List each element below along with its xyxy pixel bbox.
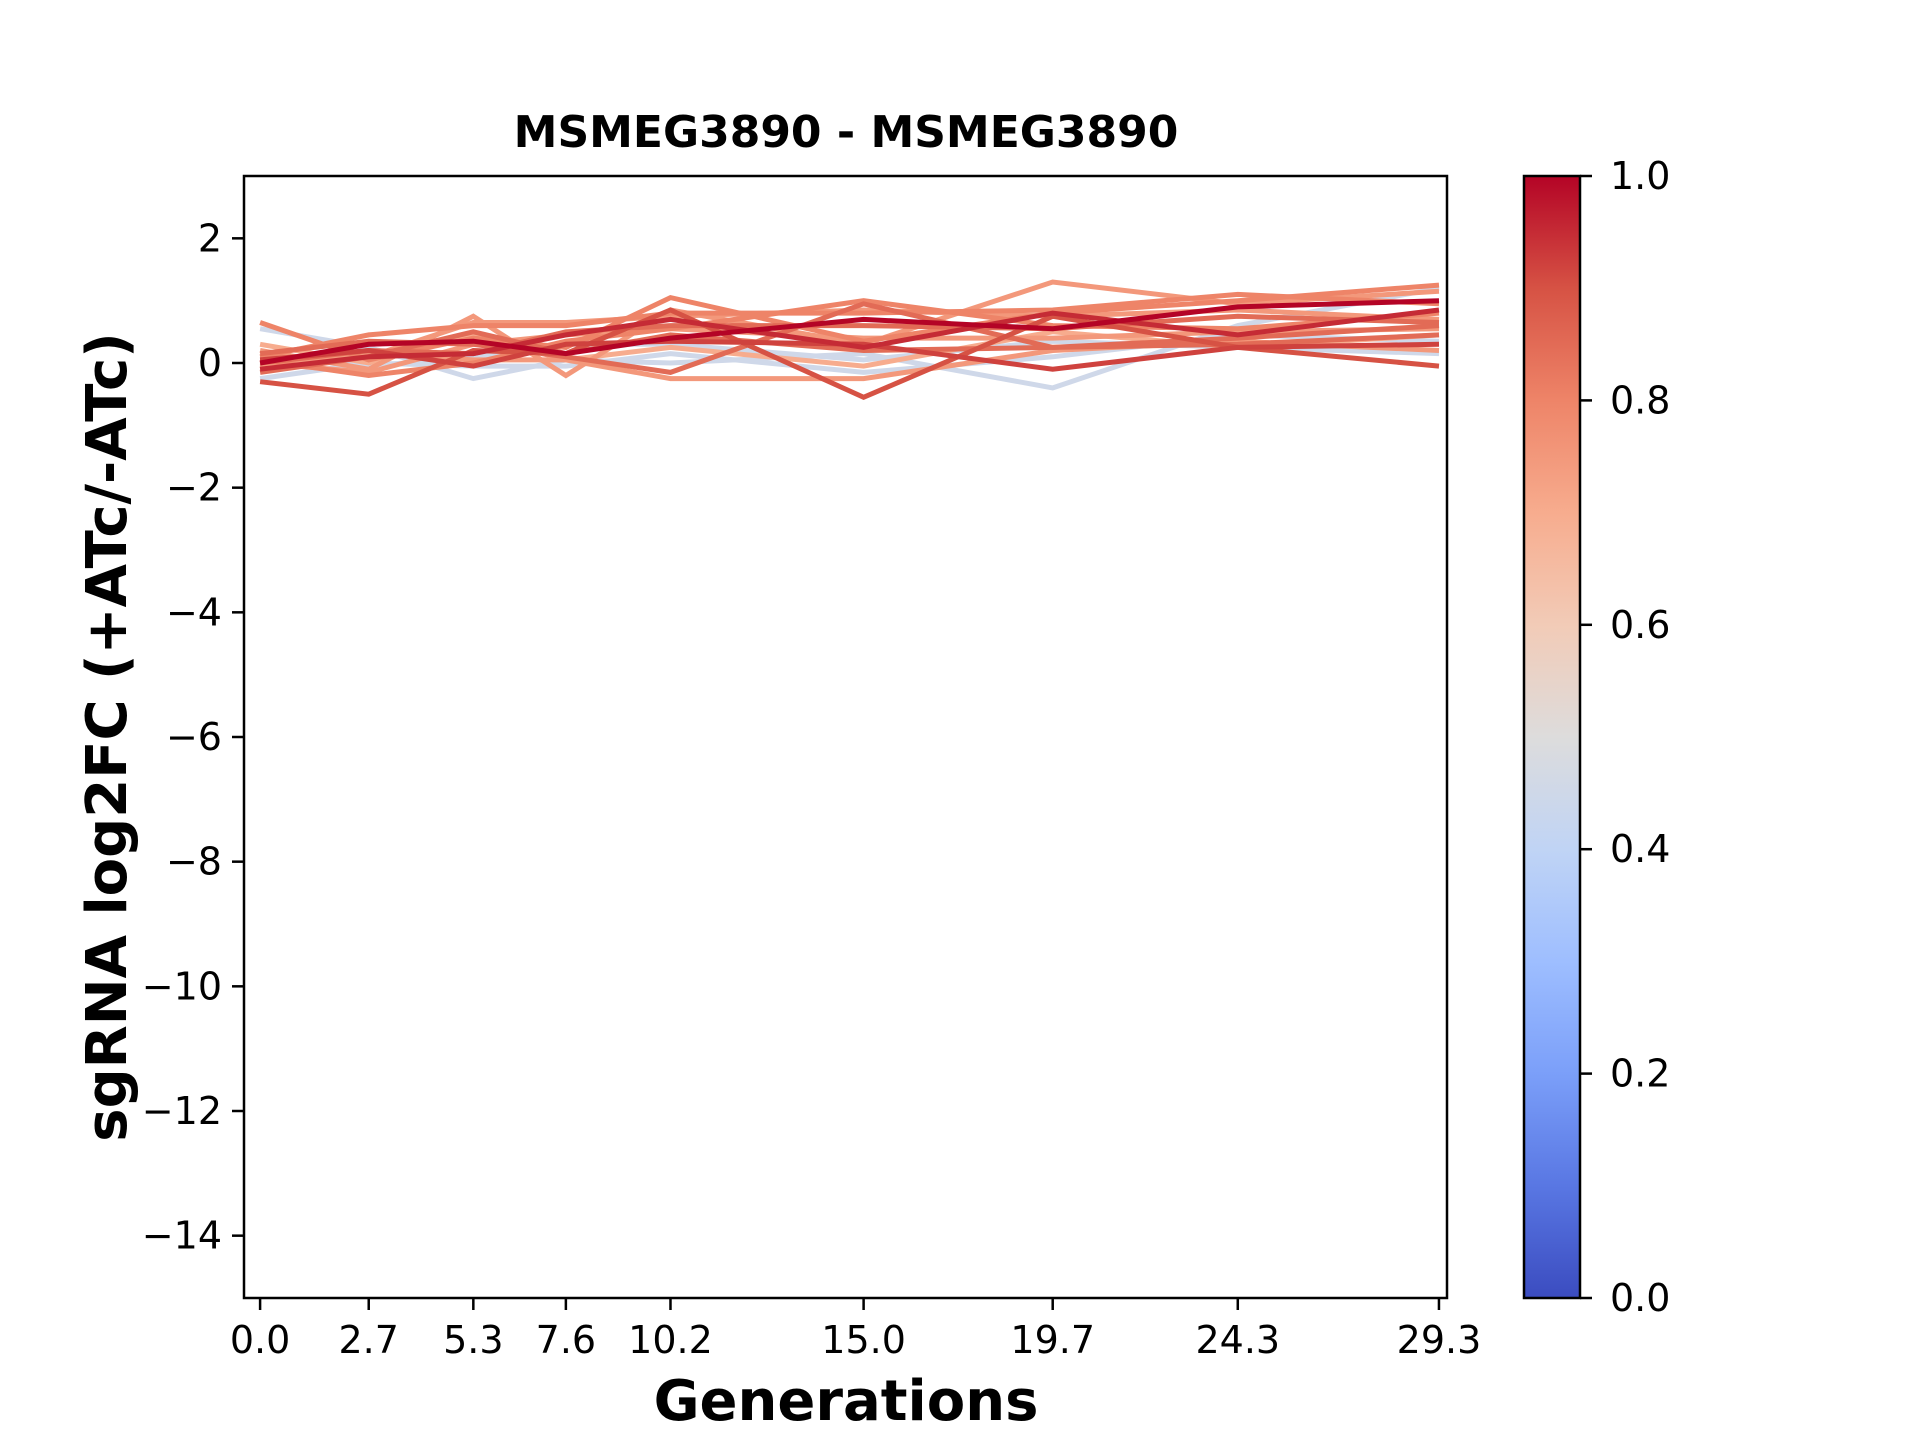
colorbar-tick-label: 0.2 (1610, 1052, 1670, 1096)
y-tick-label: 0 (198, 341, 222, 385)
x-tick-label: 29.3 (1397, 1318, 1482, 1362)
y-tick-label: −8 (166, 840, 222, 884)
x-tick-label: 15.0 (821, 1318, 906, 1362)
x-tick-label: 19.7 (1010, 1318, 1095, 1362)
colorbar-ticks: 0.0 0.2 0.4 0.6 0.8 1.0 (1580, 154, 1670, 1320)
y-tick-label: 2 (198, 216, 222, 260)
y-tick-label: −10 (142, 964, 222, 1008)
colorbar-gradient (1522, 174, 1582, 1300)
series-line-13 (259, 329, 1440, 375)
y-tick-label: −6 (166, 715, 222, 759)
y-tick-label: −4 (166, 590, 222, 634)
colorbar-tick-label: 0.8 (1610, 378, 1670, 422)
chart-title: MSMEG3890 - MSMEG3890 (514, 107, 1179, 158)
y-axis-label: sgRNA log2FC (+ATc/-ATc) (75, 332, 140, 1142)
x-tick-label: 24.3 (1195, 1318, 1280, 1362)
series-line-17 (259, 307, 1440, 372)
colorbar-tick-label: 0.0 (1610, 1276, 1670, 1320)
series-line-15 (259, 307, 1440, 401)
plot-frame (242, 174, 1449, 1300)
y-tick-label: −14 (142, 1214, 222, 1258)
colorbar-tick-label: 0.4 (1610, 827, 1670, 871)
colorbar-tick-label: 1.0 (1610, 154, 1670, 198)
colorbar: 0.0 0.2 0.4 0.6 0.8 1.0 (1522, 154, 1670, 1320)
x-axis: 0.0 2.7 5.3 7.6 10.2 15.0 19.7 24.3 29.3 (230, 1298, 1481, 1362)
series-layer (259, 279, 1440, 401)
x-axis-label: Generations (654, 1369, 1039, 1434)
series-line-14 (259, 313, 1440, 366)
y-axis: 2 0 −2 −4 −6 −8 −10 −12 −14 (142, 216, 244, 1258)
x-tick-label: 0.0 (230, 1318, 290, 1362)
x-tick-label: 5.3 (443, 1318, 503, 1362)
x-tick-label: 10.2 (628, 1318, 713, 1362)
series-line-9 (259, 291, 1440, 360)
y-tick-label: −2 (166, 466, 222, 510)
x-tick-label: 2.7 (339, 1318, 399, 1362)
x-tick-label: 7.6 (536, 1318, 596, 1362)
series-line-18 (259, 298, 1440, 366)
colorbar-tick-label: 0.6 (1610, 603, 1670, 647)
y-tick-label: −12 (142, 1089, 222, 1133)
